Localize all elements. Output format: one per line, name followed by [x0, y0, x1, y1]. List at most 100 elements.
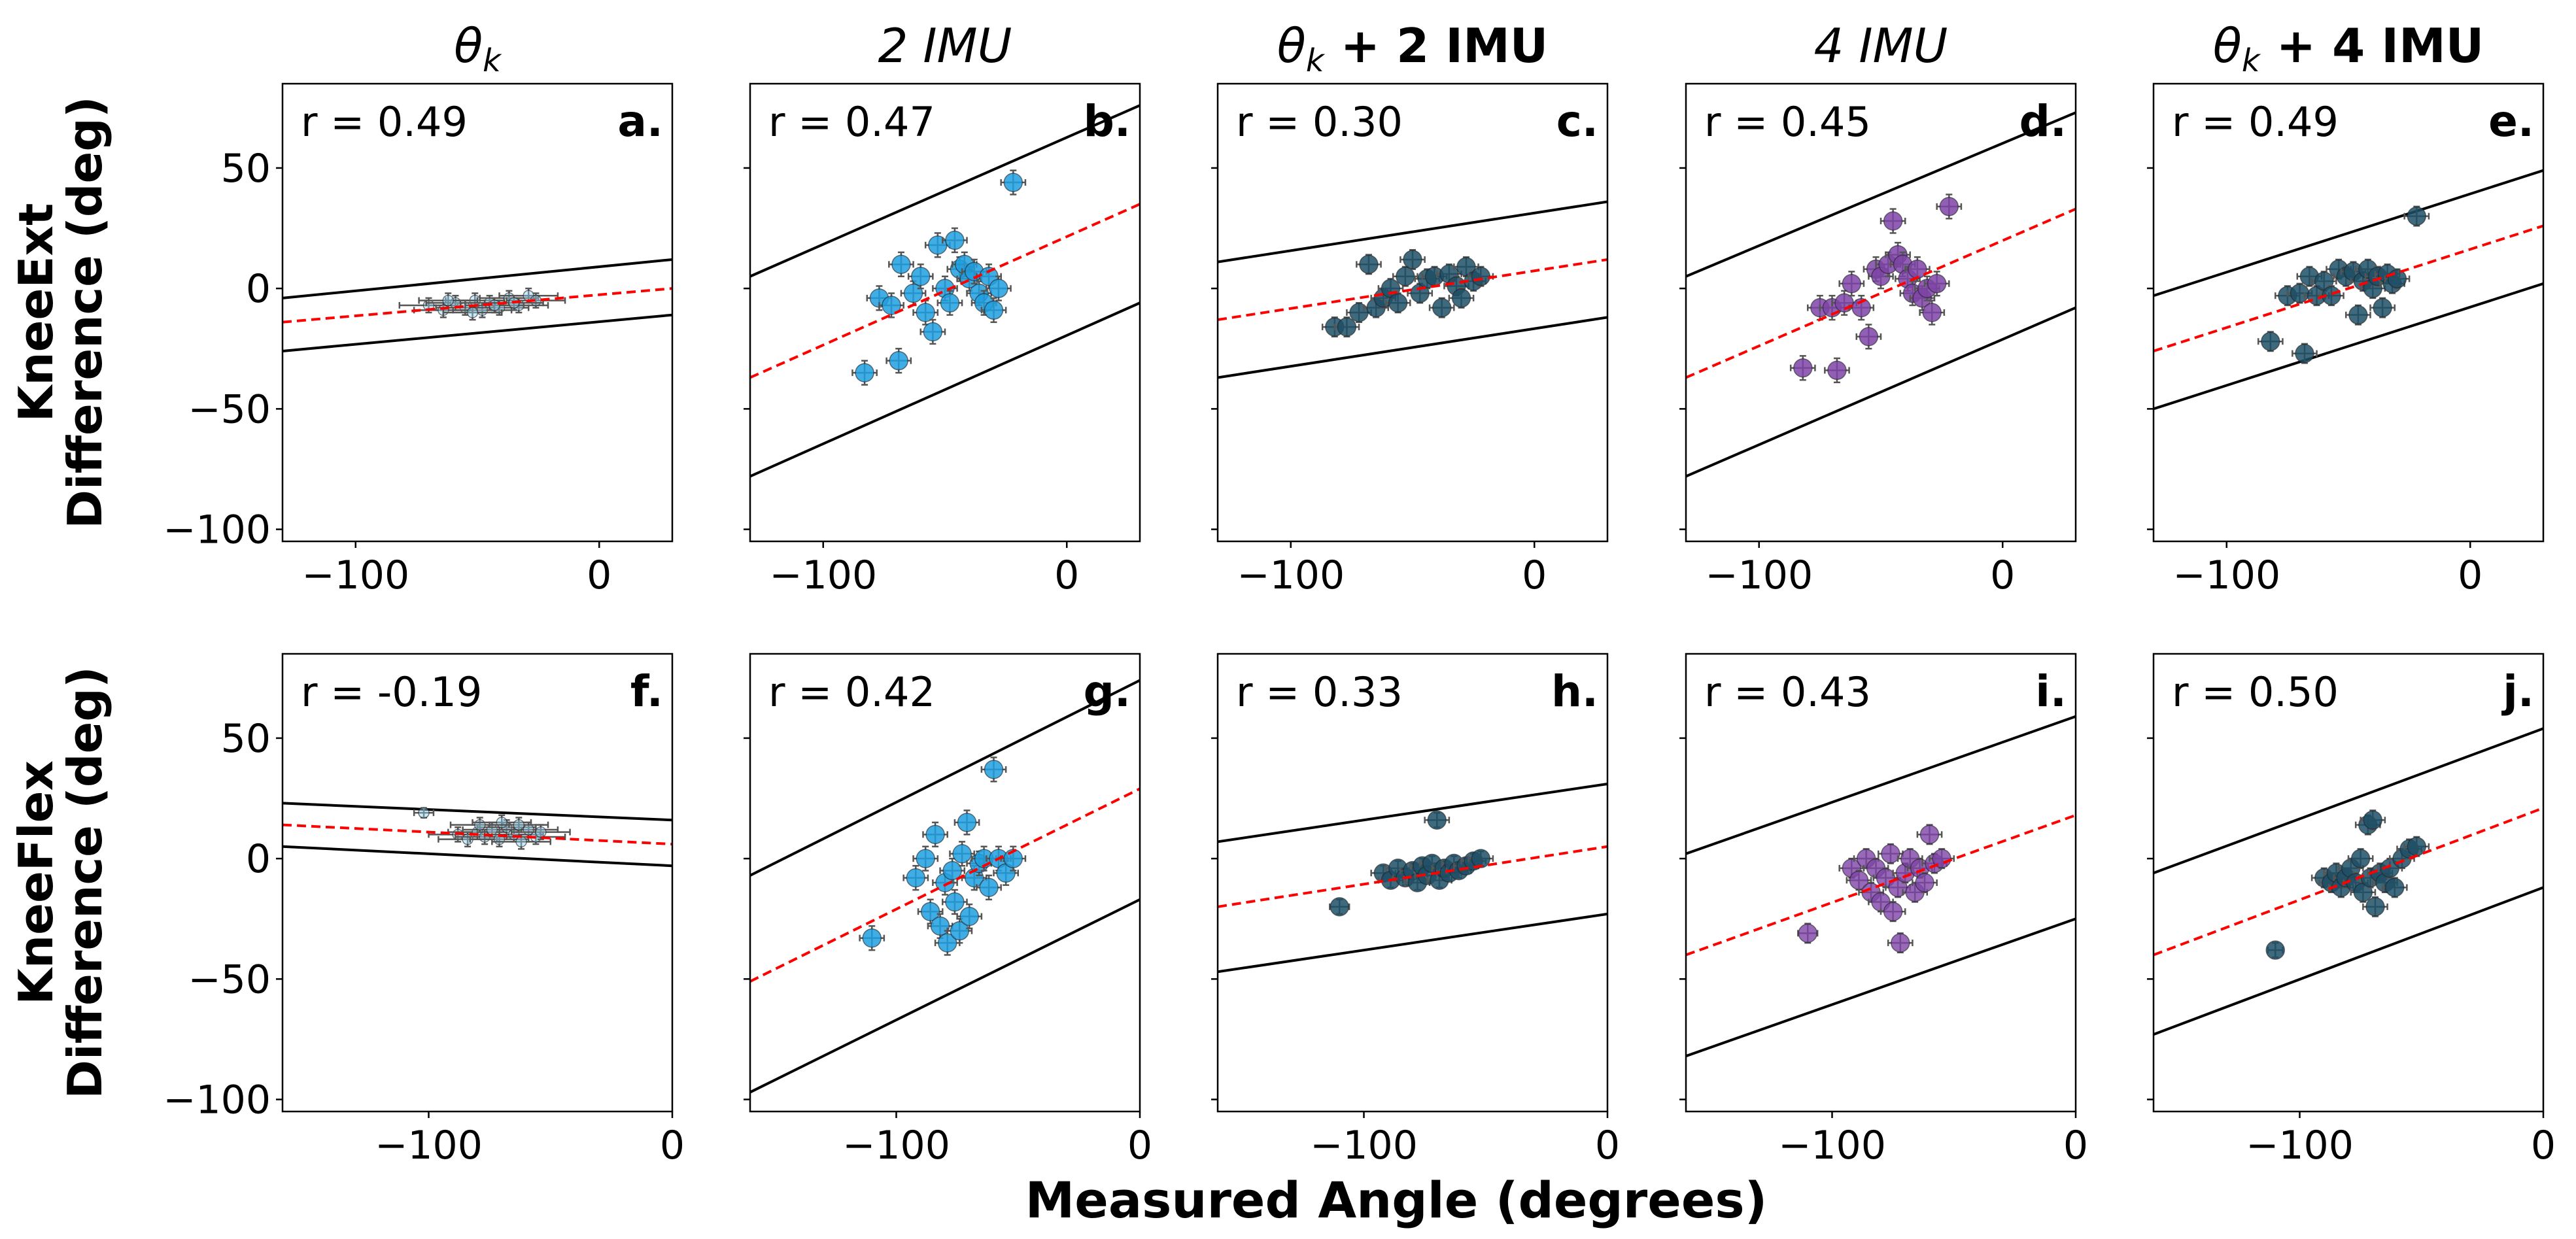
data-point	[2369, 297, 2396, 318]
upper-limit-line	[283, 258, 672, 299]
data-point	[1392, 265, 1418, 287]
data-marker	[513, 819, 525, 831]
panel-letter: d.	[2019, 96, 2067, 146]
regression-line	[750, 787, 1140, 983]
data-marker	[2265, 940, 2285, 960]
correlation-label: r = 0.43	[1704, 668, 1871, 716]
lower-limit-line	[750, 301, 1140, 478]
data-point	[1424, 810, 1451, 830]
data-marker	[496, 817, 507, 828]
x-tick-label: −100	[769, 552, 877, 598]
data-point	[1377, 278, 1404, 299]
data-points	[851, 169, 1027, 386]
data-point	[1448, 287, 1475, 309]
data-point	[936, 290, 963, 316]
upper-limit-line	[1218, 200, 1607, 263]
data-points	[2257, 205, 2430, 364]
panel-letter: i.	[2035, 666, 2067, 717]
data-point	[1880, 901, 1906, 923]
data-marker	[1427, 810, 1447, 830]
data-marker	[989, 279, 1008, 298]
data-point	[1929, 848, 1955, 870]
correlation-label: r = 0.45	[1704, 98, 1871, 146]
data-marker	[855, 363, 874, 382]
data-marker	[959, 906, 979, 926]
data-point	[949, 841, 975, 867]
panel-frame	[2152, 653, 2545, 1113]
column-title-subscript: k	[1306, 42, 1326, 79]
data-point	[1848, 294, 1875, 321]
correlation-label: r = 0.33	[1236, 668, 1403, 716]
data-point	[942, 227, 968, 254]
x-tick-label: −100	[1310, 1123, 1418, 1168]
panel-letter: b.	[1084, 96, 1131, 146]
upper-limit-line	[1686, 111, 2076, 278]
panel-i: −100 0 r = 0.43 i.	[1679, 653, 2088, 1168]
data-marker	[1834, 293, 1854, 313]
panel-f: 50 0 −50 −100 −100 0 r = -0.19 f.	[163, 653, 685, 1168]
data-point	[413, 807, 435, 819]
panel-frame	[1685, 653, 2077, 1113]
x-tick-label: 0	[1054, 552, 1079, 598]
panel-frame	[281, 82, 674, 543]
y-tick-label: 50	[221, 716, 271, 762]
data-point	[919, 318, 946, 345]
data-marker	[1451, 288, 1471, 308]
data-marker	[486, 824, 498, 836]
data-point	[1916, 824, 1943, 845]
x-tick-label: −100	[1237, 552, 1345, 598]
data-marker	[945, 892, 965, 912]
x-tick-label: 0	[1522, 552, 1547, 598]
data-point	[1000, 169, 1027, 195]
data-point	[939, 857, 966, 884]
data-marker	[442, 294, 455, 307]
data-points	[1321, 248, 1494, 338]
data-point	[980, 297, 1007, 323]
data-marker	[2348, 305, 2368, 325]
regression-line	[2154, 224, 2543, 352]
x-tick-label: 0	[2063, 1123, 2088, 1168]
regression-line	[1218, 845, 1607, 908]
data-point	[902, 864, 929, 891]
correlation-label: r = 0.47	[768, 98, 935, 146]
data-point	[976, 874, 1002, 901]
data-point	[2347, 848, 2374, 870]
data-points	[2265, 809, 2430, 960]
data-marker	[1881, 844, 1900, 864]
data-marker	[2373, 297, 2392, 318]
column-title-symbol: 4 IMU	[1814, 18, 1948, 73]
data-point	[1384, 292, 1411, 314]
column-title-symbol: θ	[2213, 18, 2242, 73]
data-point	[1912, 872, 1938, 893]
data-point	[2292, 343, 2318, 364]
data-point	[1356, 254, 1382, 275]
x-tick-label: −100	[2246, 1123, 2354, 1168]
data-marker	[1793, 358, 1813, 378]
lower-limit-line	[2154, 886, 2543, 1036]
y-tick-label: −100	[163, 1078, 271, 1123]
data-marker	[1851, 297, 1871, 318]
panel-letter: e.	[2488, 96, 2534, 146]
data-marker	[1359, 254, 1379, 275]
panel-frame	[749, 82, 1141, 543]
lower-limit-line	[1218, 912, 1607, 974]
data-point	[2257, 331, 2284, 352]
y-tick-label: −50	[188, 957, 271, 1002]
data-point	[907, 263, 934, 290]
x-tick-label: 0	[587, 552, 611, 598]
data-point	[888, 251, 914, 277]
data-marker	[1471, 849, 1491, 868]
panels: 50 0 −50 −100 −100 0 r = 0.49 a. −100 0 r = 0.47 b.…	[163, 82, 2556, 1168]
data-marker	[1919, 824, 1940, 845]
data-point	[489, 817, 549, 833]
x-tick-label: −100	[2172, 552, 2280, 598]
data-marker	[2363, 810, 2382, 830]
x-tick-label: 0	[1990, 552, 2015, 598]
data-point	[878, 292, 904, 318]
data-points	[1789, 194, 1963, 384]
data-marker	[1883, 211, 1903, 231]
data-marker	[906, 868, 926, 888]
data-marker	[916, 849, 935, 868]
regression-line	[2154, 806, 2543, 957]
